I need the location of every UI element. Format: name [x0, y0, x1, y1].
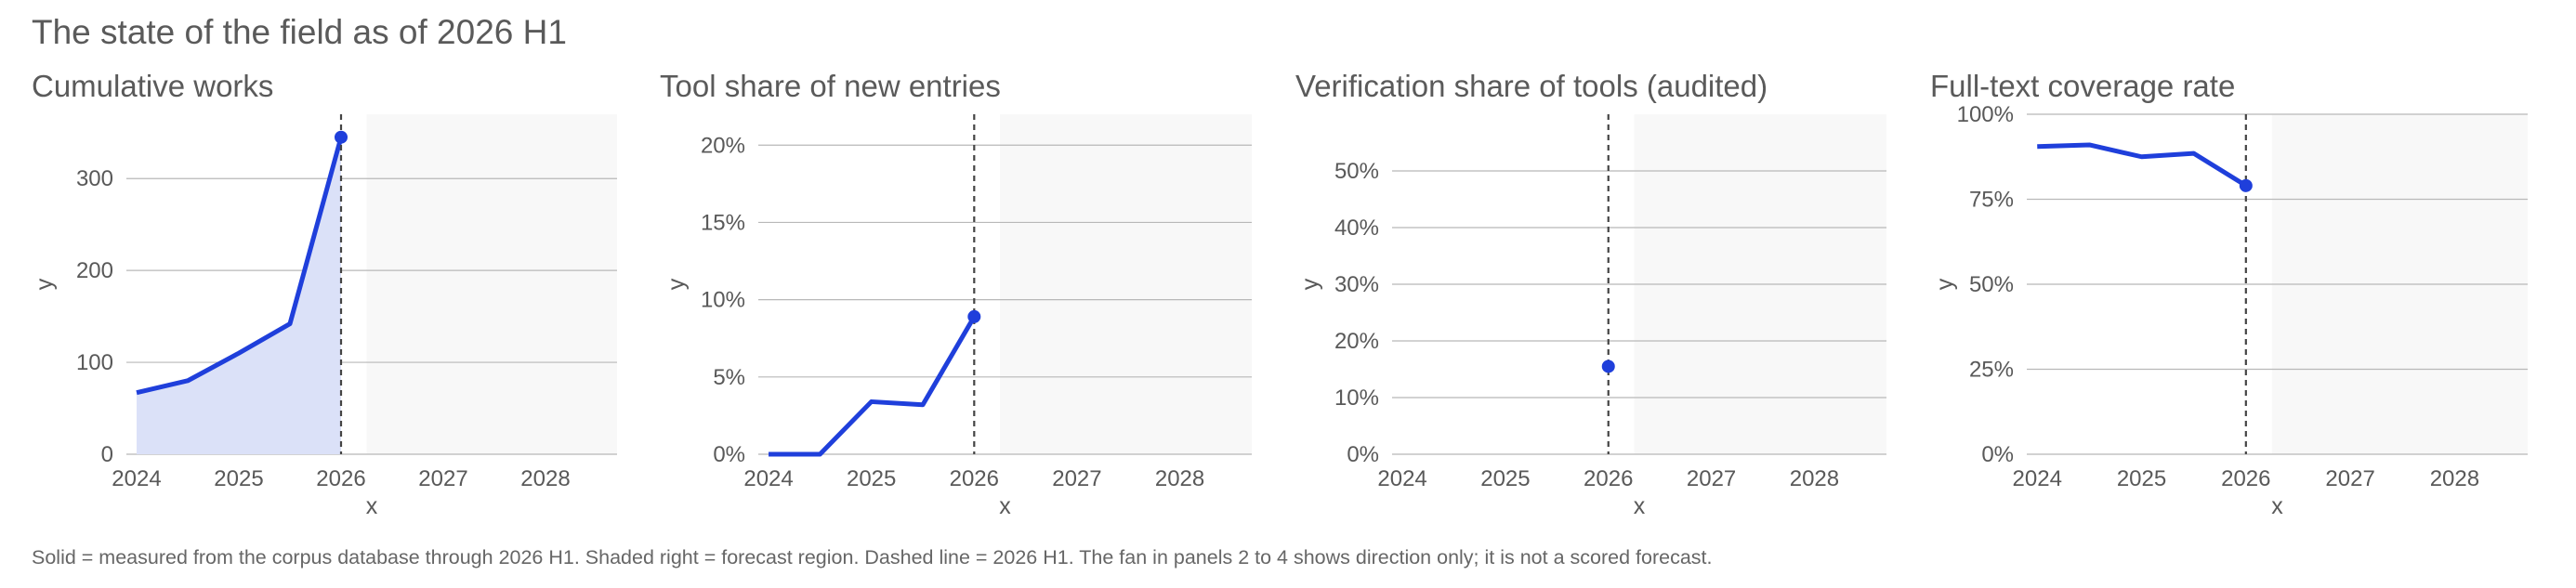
- data-point: [1601, 359, 1615, 373]
- x-tick-label: 2028: [1790, 466, 1839, 491]
- x-tick-label: 2024: [112, 466, 161, 491]
- x-tick-label: 2027: [418, 466, 467, 491]
- x-axis-label: x: [2271, 493, 2283, 519]
- y-axis-label: y: [1297, 278, 1323, 290]
- y-tick-label: 100: [76, 350, 113, 375]
- series-line: [769, 315, 977, 457]
- area-fill: [137, 137, 341, 454]
- x-tick-label: 2025: [2117, 466, 2166, 491]
- forecast-region: [999, 114, 1252, 454]
- x-tick-label: 2028: [1155, 466, 1204, 491]
- x-tick-label: 2025: [214, 466, 263, 491]
- x-axis-label: x: [999, 493, 1011, 519]
- x-tick-label: 2024: [1377, 466, 1426, 491]
- forecast-region: [366, 114, 617, 454]
- footnote: Solid = measured from the corpus databas…: [32, 546, 1713, 568]
- y-tick-label: 15%: [701, 210, 745, 235]
- x-tick-label: 2026: [1584, 466, 1633, 491]
- series-line: [136, 137, 344, 396]
- x-tick-label: 2028: [2430, 466, 2479, 491]
- y-tick-label: 25%: [1969, 358, 2014, 383]
- x-tick-label: 2024: [2013, 466, 2062, 491]
- data-point: [967, 309, 981, 323]
- y-tick-label: 50%: [1969, 272, 2014, 297]
- data-point: [335, 130, 348, 144]
- y-tick-label: 40%: [1334, 216, 1379, 241]
- y-tick-label: 10%: [701, 288, 745, 313]
- x-tick-label: 2024: [743, 466, 793, 491]
- series-line: [2037, 142, 2248, 188]
- y-axis-label: y: [664, 278, 690, 290]
- main-title: The state of the field as of 2026 H1: [32, 13, 567, 51]
- panel-title-cumulative-works: Cumulative works: [32, 69, 274, 103]
- y-tick-label: 20%: [701, 133, 745, 158]
- y-axis-label: y: [32, 278, 58, 290]
- y-axis-label: y: [1932, 278, 1958, 290]
- x-axis-label: x: [366, 493, 378, 519]
- x-tick-label: 2028: [520, 466, 570, 491]
- x-tick-label: 2025: [847, 466, 896, 491]
- x-tick-label: 2025: [1480, 466, 1530, 491]
- y-tick-label: 10%: [1334, 385, 1379, 411]
- x-tick-label: 2027: [1052, 466, 1101, 491]
- y-tick-label: 300: [76, 166, 113, 191]
- y-tick-label: 0%: [713, 442, 745, 467]
- y-tick-label: 0%: [1347, 442, 1379, 467]
- y-tick-label: 200: [76, 258, 113, 283]
- y-tick-label: 75%: [1969, 188, 2014, 213]
- y-tick-label: 0%: [1981, 442, 2014, 467]
- x-tick-label: 2026: [950, 466, 999, 491]
- x-axis-label: x: [1634, 493, 1646, 519]
- panel-title-tool-share: Tool share of new entries: [660, 69, 1001, 103]
- y-tick-label: 5%: [713, 365, 745, 390]
- panel-title-verification-share: Verification share of tools (audited): [1295, 69, 1768, 103]
- x-tick-label: 2026: [2221, 466, 2270, 491]
- chart-panel-3: 0% 10% 20% 30% 40% 50% 2024 2025 2026 2027 2028 x y: [1297, 114, 1886, 519]
- panel-title-full-text-coverage: Full-text coverage rate: [1930, 69, 2236, 103]
- x-tick-label: 2026: [316, 466, 365, 491]
- data-point: [2239, 178, 2253, 192]
- chart-panel-4: 0% 25% 50% 75% 100% 2024 2025 2026 2027 2028 x y: [1932, 102, 2528, 519]
- y-tick-label: 100%: [1957, 102, 2014, 127]
- y-tick-label: 0: [101, 442, 113, 467]
- chart-panel-2: 0% 5% 10% 15% 20% 2024 2025 2026 2027 2028 x y: [664, 114, 1252, 519]
- x-tick-label: 2027: [1687, 466, 1736, 491]
- x-tick-label: 2027: [2325, 466, 2374, 491]
- chart-panel-1: 0 100 200 300 2024 2025 2026 2027 2028 x y: [32, 114, 617, 519]
- y-tick-label: 20%: [1334, 329, 1379, 354]
- y-tick-label: 50%: [1334, 159, 1379, 184]
- y-tick-label: 30%: [1334, 272, 1379, 297]
